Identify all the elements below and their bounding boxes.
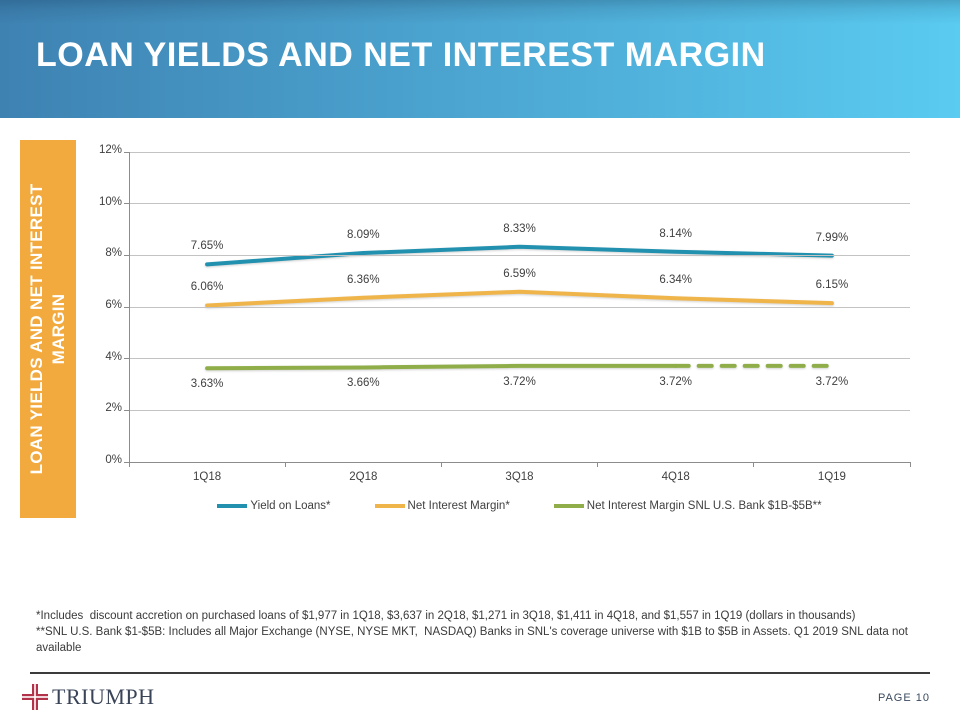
data-label: 6.15%: [815, 279, 849, 292]
brand-wordmark: TRIUMPH: [52, 684, 155, 709]
x-axis-tick: [909, 462, 911, 467]
gridline: [129, 151, 910, 153]
slide-footer: TRIUMPH PAGE 10: [0, 678, 960, 720]
legend-item-2: Net Interest Margin SNL U.S. Bank $1B-$5…: [553, 500, 822, 512]
data-label: 6.36%: [346, 273, 380, 286]
y-axis-tick: [124, 461, 129, 463]
page-number: PAGE 10: [877, 692, 930, 704]
page-title: LOAN YIELDS AND NET INTEREST MARGIN: [36, 35, 766, 74]
brand-logo: TRIUMPH: [22, 684, 155, 710]
x-axis-tick: [597, 462, 599, 467]
footnote-1: *Includes discount accretion on purchase…: [36, 610, 856, 622]
footnotes: *Includes discount accretion on purchase…: [36, 608, 932, 656]
y-tick-label: 0%: [105, 454, 122, 466]
cross-slit-vertical: [34, 684, 36, 710]
legend-item-0: Yield on Loans*: [217, 500, 331, 512]
series-line-0: [205, 244, 834, 267]
data-label: 6.34%: [659, 274, 692, 287]
x-category-label: 4Q18: [661, 471, 690, 483]
x-axis-tick: [284, 462, 286, 467]
y-tick-label: 12%: [98, 144, 122, 156]
legend-swatch-icon: [217, 504, 248, 508]
x-axis-tick: [128, 462, 130, 467]
footer-divider: [30, 672, 930, 674]
data-label: 3.63%: [190, 378, 224, 391]
legend-label: Net Interest Margin*: [407, 500, 510, 512]
gridline: [129, 254, 910, 256]
plot-lines: [205, 244, 834, 371]
x-axis: [129, 462, 911, 463]
y-axis-tick: [124, 409, 129, 411]
data-label: 8.09%: [346, 229, 380, 241]
chart-legend: Yield on Loans* Net Interest Margin* Net I…: [129, 500, 910, 512]
data-label: 3.72%: [659, 375, 692, 388]
series-line-2: [205, 363, 678, 371]
x-category-label: 1Q19: [817, 471, 846, 483]
y-axis-tick: [124, 358, 129, 360]
x-category-label: 1Q18: [193, 471, 222, 483]
data-label: 7.99%: [815, 231, 849, 244]
gridline: [129, 203, 910, 205]
legend-swatch-icon: [374, 504, 405, 508]
x-axis-tick: [440, 462, 442, 467]
y-axis: [129, 152, 130, 463]
gridline: [129, 306, 910, 308]
x-category-label: 2Q18: [349, 471, 378, 483]
data-label: 6.06%: [190, 281, 224, 294]
data-label: 3.66%: [346, 377, 380, 390]
y-axis-tick: [124, 151, 129, 153]
legend-label: Net Interest Margin SNL U.S. Bank $1B-$5…: [586, 500, 822, 512]
triumph-cross-icon: [22, 684, 48, 710]
gridline: [129, 409, 910, 411]
footnote-2: **SNL U.S. Bank $1-$5B: Includes all Maj…: [36, 626, 912, 654]
data-label: 6.59%: [503, 267, 536, 280]
series-line-1: [205, 289, 834, 308]
y-axis-tick: [124, 203, 129, 205]
legend-item-1: Net Interest Margin*: [374, 500, 510, 512]
y-tick-label: 4%: [105, 350, 122, 363]
y-axis-tick: [124, 306, 129, 308]
data-label: 8.33%: [503, 222, 536, 235]
data-label: 7.65%: [190, 240, 224, 253]
legend-label: Yield on Loans*: [250, 500, 331, 512]
gridline: [129, 358, 910, 360]
slide-header: LOAN YIELDS AND NET INTEREST MARGIN: [0, 0, 960, 118]
x-axis-tick: [753, 462, 755, 467]
legend-swatch-icon: [553, 504, 584, 508]
x-category-label: 3Q18: [505, 471, 534, 483]
y-axis-tick: [124, 254, 129, 256]
y-tick-label: 6%: [105, 299, 122, 311]
data-label: 3.72%: [815, 375, 849, 388]
sidebar-banner: LOAN YIELDS AND NET INTEREST MARGIN: [20, 140, 76, 518]
data-label: 3.72%: [503, 375, 536, 388]
data-label: 8.14%: [659, 227, 692, 240]
y-tick-label: 10%: [98, 195, 122, 208]
y-tick-label: 2%: [105, 402, 122, 415]
y-tick-label: 8%: [105, 247, 122, 260]
